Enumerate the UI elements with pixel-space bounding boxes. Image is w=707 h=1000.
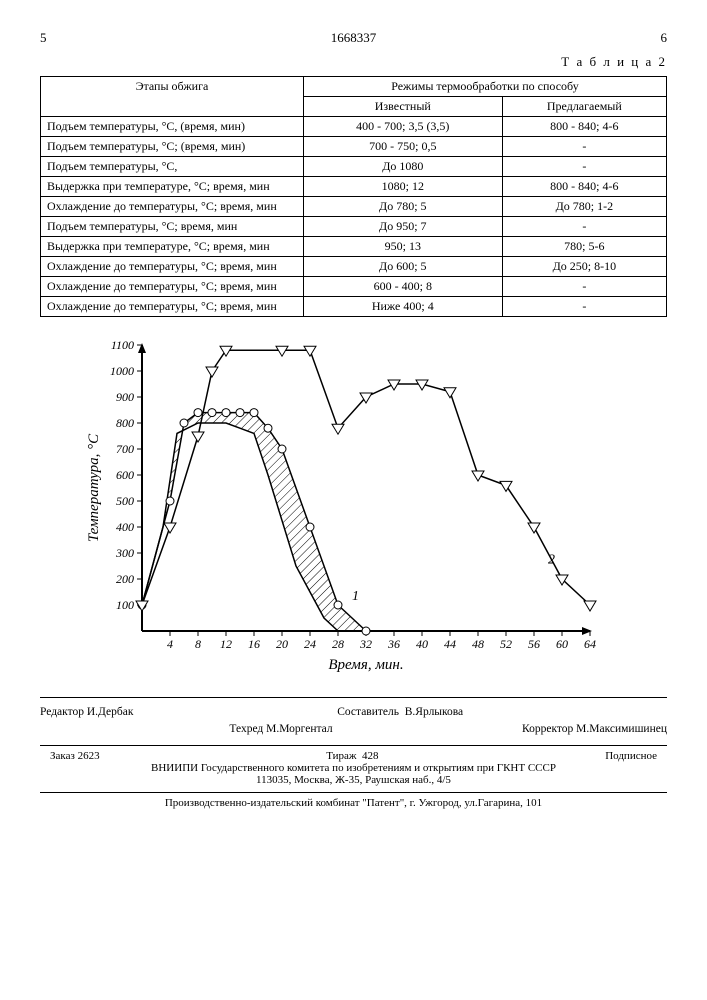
techred: Техред М.Моргентал	[229, 721, 332, 738]
table-cell: -	[502, 157, 666, 177]
table-row: Охлаждение до температуры, °С; время, ми…	[41, 277, 667, 297]
table-cell: Подъем температуры, °С,	[41, 157, 304, 177]
page-num-left: 5	[40, 30, 47, 46]
svg-text:Температура, °С: Температура, °С	[86, 433, 102, 542]
svg-text:40: 40	[416, 637, 428, 651]
table-cell: До 950; 7	[303, 217, 502, 237]
table-cell: Подъем температуры, °С; время, мин	[41, 217, 304, 237]
table-cell: Выдержка при температуре, °С; время, мин	[41, 177, 304, 197]
svg-text:700: 700	[116, 442, 134, 456]
order: Заказ 2623	[50, 750, 100, 762]
svg-text:500: 500	[116, 494, 134, 508]
svg-text:1: 1	[352, 589, 359, 604]
svg-text:Время, мин.: Время, мин.	[328, 657, 403, 673]
table-cell: Охлаждение до температуры, °С; время, ми…	[41, 277, 304, 297]
svg-text:800: 800	[116, 416, 134, 430]
table-cell: -	[502, 137, 666, 157]
svg-text:1100: 1100	[111, 338, 134, 352]
svg-text:900: 900	[116, 390, 134, 404]
table-cell: 800 - 840; 4-6	[502, 117, 666, 137]
printer: Производственно-издательский комбинат "П…	[40, 792, 667, 809]
table-cell: Охлаждение до температуры, °С; время, ми…	[41, 197, 304, 217]
svg-text:36: 36	[387, 637, 400, 651]
th-stages: Этапы обжига	[41, 77, 304, 117]
imprint: Заказ 2623 Тираж 428 Подписное ВНИИПИ Го…	[40, 745, 667, 786]
table-row: Охлаждение до температуры, °С; время, ми…	[41, 297, 667, 317]
temperature-chart: 1002003004005006007008009001000110048121…	[80, 335, 667, 679]
th-proposed: Предлагаемый	[502, 97, 666, 117]
svg-text:16: 16	[248, 637, 260, 651]
svg-text:60: 60	[556, 637, 568, 651]
table-row: Охлаждение до температуры, °С; время, ми…	[41, 257, 667, 277]
table-cell: Ниже 400; 4	[303, 297, 502, 317]
doc-number: 1668337	[331, 30, 377, 46]
page-num-right: 6	[661, 30, 668, 46]
th-known: Известный	[303, 97, 502, 117]
svg-text:24: 24	[304, 637, 316, 651]
table-caption: Т а б л и ц а 2	[40, 54, 667, 70]
table-cell: Охлаждение до температуры, °С; время, ми…	[41, 257, 304, 277]
svg-text:48: 48	[472, 637, 484, 651]
svg-text:300: 300	[115, 546, 134, 560]
data-table: Этапы обжига Режимы термообработки по сп…	[40, 76, 667, 317]
table-cell: 800 - 840; 4-6	[502, 177, 666, 197]
page-header: 5 1668337 6	[40, 30, 667, 46]
table-cell: До 780; 5	[303, 197, 502, 217]
table-row: Подъем температуры, °С; время, минДо 950…	[41, 217, 667, 237]
table-row: Охлаждение до температуры, °С; время, ми…	[41, 197, 667, 217]
table-row: Подъем температуры, °С, (время, мин)400 …	[41, 117, 667, 137]
table-cell: До 1080	[303, 157, 502, 177]
svg-text:20: 20	[276, 637, 288, 651]
svg-text:56: 56	[528, 637, 540, 651]
svg-text:4: 4	[167, 637, 173, 651]
th-modes: Режимы термообработки по способу	[303, 77, 666, 97]
svg-text:32: 32	[359, 637, 372, 651]
editor: Редактор И.Дербак	[40, 704, 133, 721]
table-cell: Охлаждение до температуры, °С; время, ми…	[41, 297, 304, 317]
svg-text:8: 8	[195, 637, 201, 651]
svg-text:1000: 1000	[110, 364, 134, 378]
table-cell: 400 - 700; 3,5 (3,5)	[303, 117, 502, 137]
tirage: Тираж 428	[326, 750, 378, 762]
table-cell: -	[502, 297, 666, 317]
table-cell: -	[502, 277, 666, 297]
corrector: Корректор М.Максимишинец	[522, 721, 667, 738]
table-cell: Выдержка при температуре, °С; время, мин	[41, 237, 304, 257]
table-cell: До 250; 8-10	[502, 257, 666, 277]
svg-text:28: 28	[332, 637, 344, 651]
svg-text:400: 400	[116, 520, 134, 534]
table-row: Подъем температуры, °С; (время, мин)700 …	[41, 137, 667, 157]
table-cell: Подъем температуры, °С, (время, мин)	[41, 117, 304, 137]
svg-text:12: 12	[220, 637, 232, 651]
table-row: Выдержка при температуре, °С; время, мин…	[41, 177, 667, 197]
address: 113035, Москва, Ж-35, Раушская наб., 4/5	[40, 774, 667, 786]
org: ВНИИПИ Государственного комитета по изоб…	[40, 762, 667, 774]
table-cell: -	[502, 217, 666, 237]
table-cell: 780; 5-6	[502, 237, 666, 257]
table-cell: 950; 13	[303, 237, 502, 257]
table-row: Выдержка при температуре, °С; время, мин…	[41, 237, 667, 257]
sign: Подписное	[605, 750, 657, 762]
table-cell: До 780; 1-2	[502, 197, 666, 217]
svg-text:2: 2	[548, 552, 555, 567]
compiler: Составитель В.Ярлыкова	[337, 704, 463, 721]
svg-text:52: 52	[500, 637, 512, 651]
svg-text:44: 44	[444, 637, 456, 651]
svg-text:64: 64	[584, 637, 596, 651]
table-cell: До 600; 5	[303, 257, 502, 277]
table-row: Подъем температуры, °С,До 1080-	[41, 157, 667, 177]
svg-text:200: 200	[116, 572, 134, 586]
table-cell: Подъем температуры, °С; (время, мин)	[41, 137, 304, 157]
svg-text:600: 600	[116, 468, 134, 482]
table-cell: 600 - 400; 8	[303, 277, 502, 297]
table-cell: 700 - 750; 0,5	[303, 137, 502, 157]
svg-text:100: 100	[116, 598, 134, 612]
table-cell: 1080; 12	[303, 177, 502, 197]
credits-block: Редактор И.Дербак Составитель В.Ярлыкова…	[40, 697, 667, 739]
